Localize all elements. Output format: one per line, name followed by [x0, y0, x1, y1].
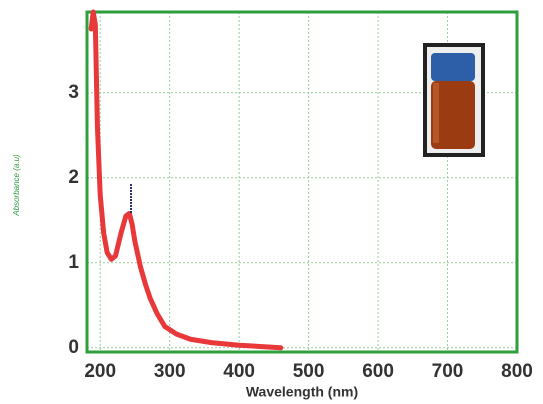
y-tick-label: 1 [68, 252, 79, 273]
x-tick-label: 300 [154, 361, 186, 382]
x-tick-label: 800 [501, 361, 533, 382]
vial-highlight [433, 83, 439, 143]
x-tick-label: 600 [362, 361, 394, 382]
y-tick-label: 2 [68, 167, 79, 188]
plot-frame [85, 10, 519, 354]
y-tick-label: 3 [68, 82, 79, 103]
x-axis-label: Wavelength (nm) [246, 384, 358, 400]
x-tick-label: 200 [84, 361, 116, 382]
vial-body [431, 81, 475, 149]
vial-image [423, 43, 485, 157]
vial-cap [431, 53, 475, 81]
y-axis-label: Absorbance (a.u) [12, 154, 21, 217]
x-tick-label: 500 [293, 361, 325, 382]
x-tick-label: 700 [432, 361, 464, 382]
data-line [88, 9, 284, 351]
x-tick-label: 400 [223, 361, 255, 382]
y-tick-label: 0 [68, 337, 79, 358]
